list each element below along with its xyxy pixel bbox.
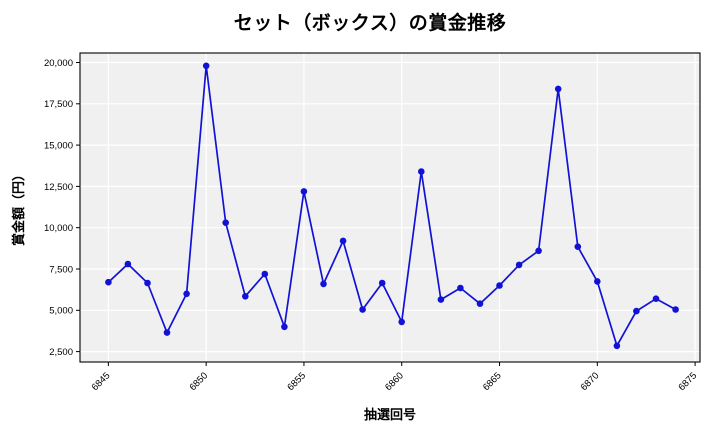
data-point <box>359 306 366 313</box>
data-point <box>554 85 562 93</box>
x-tick-label: 6855 <box>285 370 308 393</box>
axes-border <box>79 52 701 363</box>
x-axis-label: 抽選回号 <box>363 407 416 422</box>
x-tick-label: 6865 <box>481 370 504 393</box>
data-point <box>652 295 660 303</box>
data-point <box>496 282 503 289</box>
data-point <box>339 237 347 245</box>
data-point <box>320 280 327 288</box>
data-point <box>124 260 132 268</box>
data-point <box>242 293 249 300</box>
data-point <box>183 290 190 298</box>
data-point <box>202 62 210 70</box>
data-point <box>261 270 269 278</box>
data-point <box>300 188 308 195</box>
data-point <box>144 279 151 287</box>
data-point <box>398 318 406 326</box>
data-point <box>378 279 386 287</box>
y-tick-label: 7,500 <box>49 264 73 275</box>
data-point <box>476 300 484 308</box>
x-tick-label: 6850 <box>188 370 211 393</box>
data-point <box>222 219 229 226</box>
chart-title: セット（ボックス）の賞金推移 <box>233 13 507 34</box>
data-point <box>535 247 542 255</box>
y-tick-label: 20,000 <box>44 58 73 69</box>
x-tick-label: 6845 <box>90 370 113 393</box>
y-tick-label: 5,000 <box>49 306 73 317</box>
data-point <box>613 342 621 350</box>
data-point <box>574 243 582 250</box>
data-point <box>281 323 288 331</box>
x-tick-label: 6860 <box>383 370 406 393</box>
data-point <box>163 329 171 336</box>
y-tick-label: 2,500 <box>49 347 73 358</box>
data-point <box>515 261 523 269</box>
x-tick-label: 6875 <box>677 370 700 393</box>
data-point <box>105 278 112 286</box>
data-point <box>594 278 601 285</box>
y-tick-label: 10,000 <box>44 223 73 234</box>
y-tick-label: 12,500 <box>44 182 73 193</box>
data-point <box>418 168 425 175</box>
data-point <box>633 307 640 315</box>
y-tick-label: 17,500 <box>44 99 73 110</box>
y-tick-label: 15,000 <box>44 140 73 151</box>
series-line <box>107 64 677 347</box>
data-point <box>672 306 679 313</box>
data-point <box>457 284 464 292</box>
x-tick-label: 6870 <box>579 370 602 393</box>
data-point <box>437 296 445 303</box>
